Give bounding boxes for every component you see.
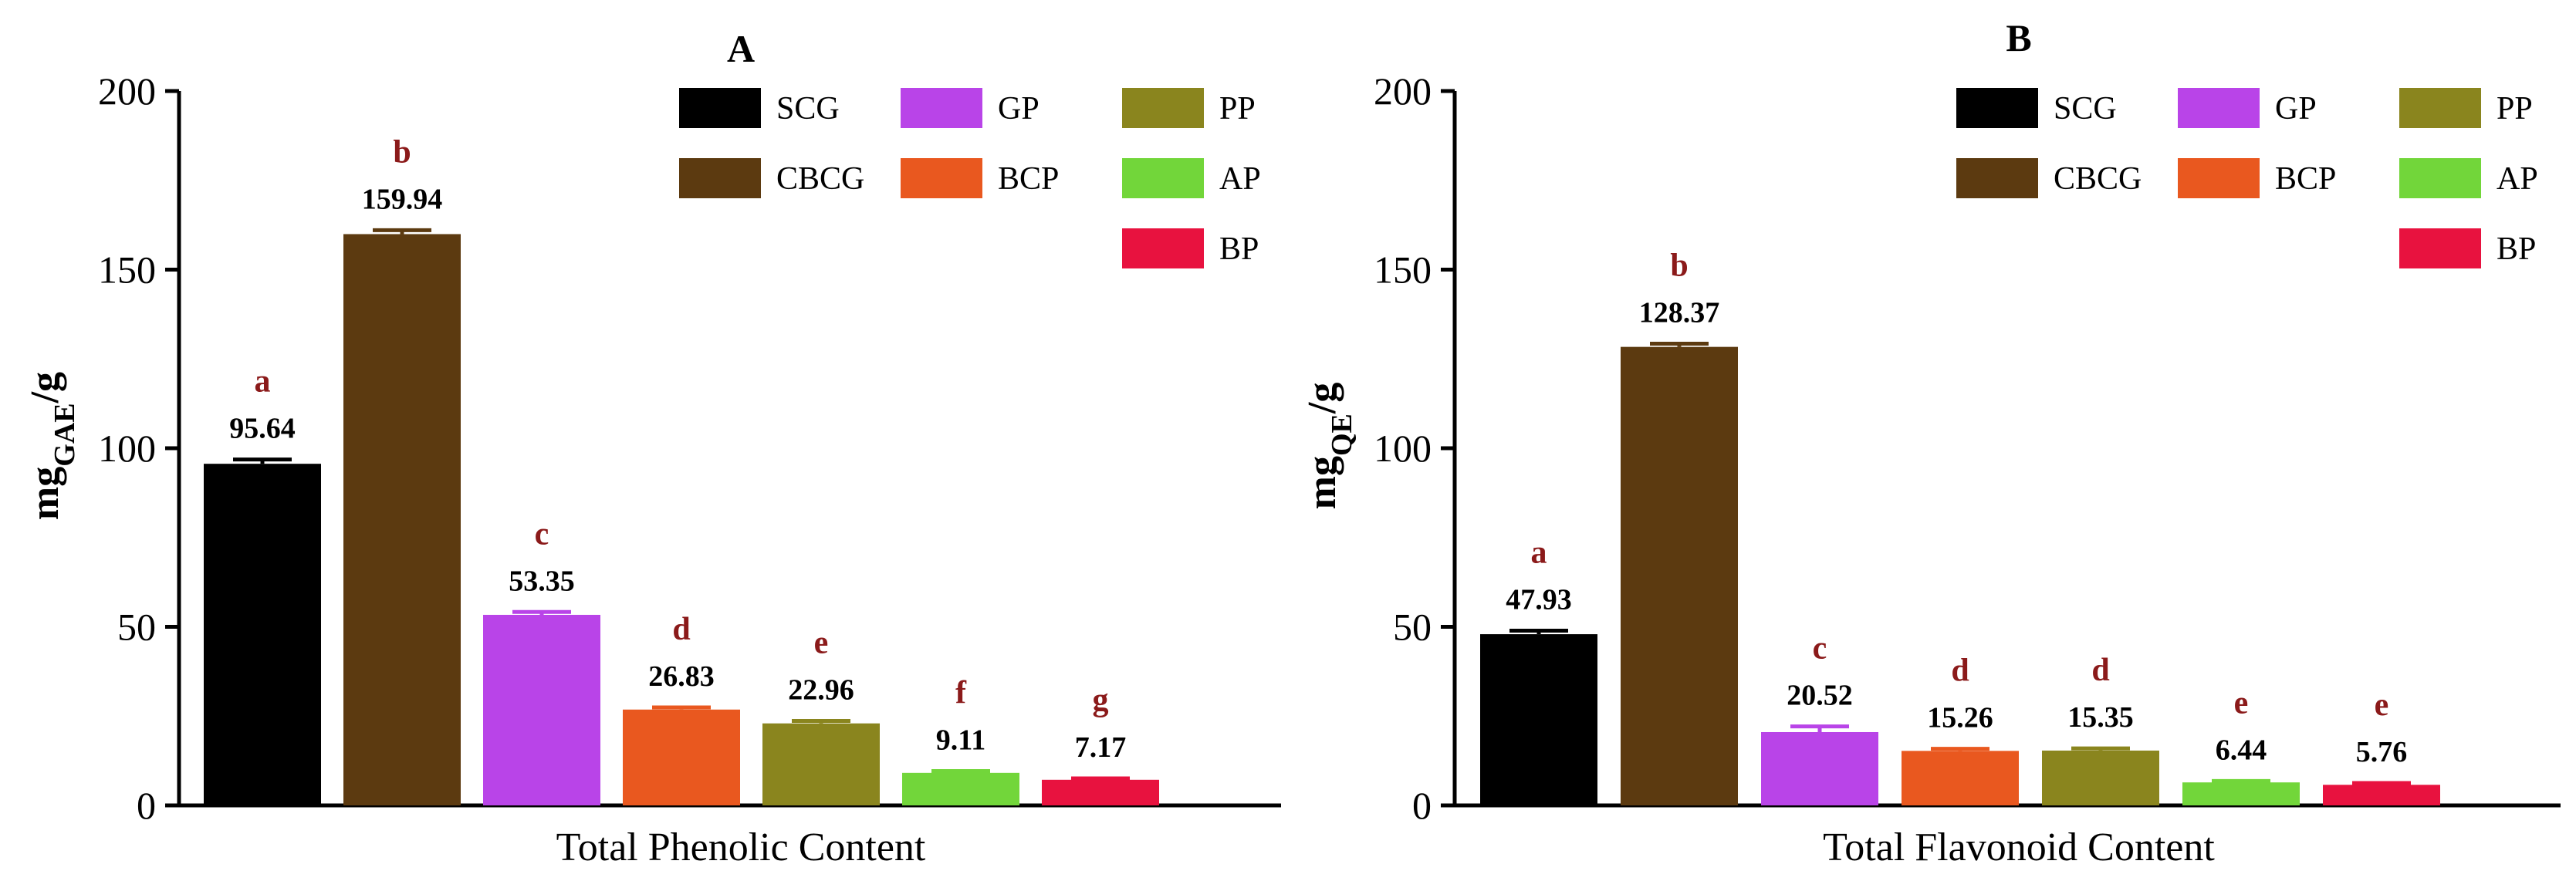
panel-a-bar-ap [902, 772, 1019, 805]
panel-b-legend-label-bcp: BCP [2275, 161, 2336, 197]
panel-a-legend-label-cbcg: CBCG [776, 161, 864, 197]
panel-b-legend-swatch-bcp [2178, 158, 2260, 198]
panel-b-value-label-gp: 20.52 [1787, 680, 1853, 712]
panel-b-plot: 0 50 100 150 200 47.93 a 128.37 b 20.52 c 15.26 d 15.… [1374, 69, 2561, 827]
panel-a-legend-label-pp: PP [1219, 91, 1256, 127]
panel-b-significance-letter-cbcg: b [1670, 248, 1688, 283]
panel-a-legend-label-ap: AP [1219, 161, 1261, 197]
panel-a-significance-letter-ap: f [955, 676, 967, 711]
panel-a-x-axis-label: Total Phenolic Content [556, 825, 926, 869]
panel-b-legend-label-bp: BP [2497, 231, 2536, 267]
panel-a-bar-cbcg [343, 234, 461, 806]
panel-a-value-label-bp: 7.17 [1075, 731, 1127, 764]
panel-b-legend-label-ap: AP [2497, 161, 2538, 197]
panel-b-value-label-cbcg: 128.37 [1639, 296, 1720, 329]
panel-a-bar-bp [1042, 779, 1159, 805]
panel-b: B mgQE/g Total Flavonoid Content 0 50 100 1… [1300, 16, 2561, 869]
panel-a-legend-swatch-pp [1122, 88, 1204, 128]
panel-b-legend-label-cbcg: CBCG [2054, 161, 2142, 197]
panel-a: A mgGAE/g Total Phenolic Content 0 50 100 1… [23, 27, 1281, 869]
panel-b-y-tick-label: 100 [1374, 427, 1432, 470]
panel-b-significance-letter-pp: d [2091, 653, 2109, 688]
panel-b-significance-letter-scg: a [1531, 535, 1547, 570]
panel-b-bar-gp [1761, 731, 1878, 805]
panel-a-significance-letter-pp: e [814, 625, 829, 660]
panel-a-legend-swatch-bp [1122, 228, 1204, 268]
panel-b-bar-bp [2323, 785, 2440, 805]
panel-a-value-label-pp: 22.96 [788, 673, 854, 706]
panel-b-value-label-scg: 47.93 [1506, 583, 1572, 616]
panel-b-legend-swatch-cbcg [1956, 158, 2038, 198]
panel-b-legend-swatch-scg [1956, 88, 2038, 128]
panel-a-legend-label-bp: BP [1219, 231, 1259, 267]
panel-b-legend-swatch-bp [2399, 228, 2481, 268]
panel-b-title: B [2006, 16, 2031, 59]
panel-b-significance-letter-ap: e [2234, 685, 2249, 721]
panel-b-significance-letter-gp: c [1813, 631, 1827, 667]
panel-b-value-label-ap: 6.44 [2216, 734, 2267, 766]
panel-b-value-label-bp: 5.76 [2356, 736, 2408, 768]
panel-a-y-axis-label-sub: GAE [49, 403, 81, 466]
panel-b-bar-bcp [1902, 751, 2019, 805]
panel-b-legend-label-pp: PP [2497, 91, 2533, 127]
panel-a-value-label-cbcg: 159.94 [362, 183, 443, 215]
panel-a-legend-label-scg: SCG [776, 91, 840, 127]
panel-a-y-tick-label: 0 [137, 784, 156, 827]
panel-b-bar-pp [2042, 750, 2159, 805]
panel-a-significance-letter-bp: g [1093, 683, 1109, 718]
panel-b-bar-scg [1480, 634, 1597, 805]
panel-a-y-axis-label: mgGAE/g [23, 372, 81, 520]
panel-a-y-tick-label: 150 [98, 248, 156, 292]
panel-b-y-axis-label: mgQE/g [1300, 383, 1358, 510]
panel-b-legend-label-scg: SCG [2054, 91, 2117, 127]
panel-a-bar-bcp [623, 709, 740, 805]
panel-b-y-axis-label-tail: /g [1300, 383, 1344, 414]
panel-b-y-tick-label: 150 [1374, 248, 1432, 292]
panel-b-value-label-bcp: 15.26 [1927, 702, 1993, 734]
panel-a-bar-pp [762, 723, 880, 805]
panel-a-title: A [727, 27, 755, 70]
panel-a-legend-swatch-bcp [901, 158, 982, 198]
panel-b-legend-swatch-pp [2399, 88, 2481, 128]
panel-b-bar-cbcg [1621, 346, 1738, 805]
panel-a-plot: 0 50 100 150 200 95.64 a 159.94 b 53.35 c 26.83 d 22.… [98, 69, 1281, 827]
panel-b-significance-letter-bcp: d [1951, 653, 1969, 689]
panel-b-legend-swatch-gp [2178, 88, 2260, 128]
panel-b-y-tick-label: 200 [1374, 69, 1432, 113]
panel-b-bar-ap [2182, 782, 2300, 805]
panel-a-significance-letter-scg: a [255, 364, 271, 400]
panel-b-legend-swatch-ap [2399, 158, 2481, 198]
panel-b-y-tick-label: 0 [1412, 784, 1432, 827]
panel-a-legend-swatch-scg [679, 88, 761, 128]
panel-a-y-tick-label: 100 [98, 427, 156, 470]
panel-a-legend-swatch-cbcg [679, 158, 761, 198]
panel-a-legend-label-gp: GP [998, 91, 1040, 127]
panel-a-value-label-bcp: 26.83 [648, 660, 715, 693]
panel-b-legend: SCG CBCG GP BCP PP AP BP [1956, 88, 2538, 268]
panel-b-x-axis-label: Total Flavonoid Content [1823, 825, 2215, 869]
panel-a-y-axis-label-main: mg [23, 467, 67, 520]
panel-a-legend-swatch-gp [901, 88, 982, 128]
panel-a-value-label-scg: 95.64 [229, 413, 296, 445]
panel-a-value-label-ap: 9.11 [936, 724, 985, 757]
panel-a-bar-scg [204, 464, 321, 805]
panel-a-y-axis-label-tail: /g [23, 372, 67, 403]
panel-a-legend-label-bcp: BCP [998, 161, 1059, 197]
panel-a-y-tick-label: 200 [98, 69, 156, 113]
panel-b-y-axis-label-main: mg [1300, 456, 1344, 509]
panel-b-y-axis-label-sub: QE [1326, 413, 1358, 456]
panel-a-significance-letter-bcp: d [672, 612, 690, 647]
panel-a-value-label-gp: 53.35 [509, 565, 575, 597]
panel-b-value-label-pp: 15.35 [2067, 701, 2134, 734]
panel-b-legend-label-gp: GP [2275, 91, 2317, 127]
panel-a-legend: SCG CBCG GP BCP PP AP BP [679, 88, 1261, 268]
panel-a-significance-letter-gp: c [535, 516, 549, 552]
panel-b-significance-letter-bp: e [2375, 687, 2389, 723]
panel-a-y-tick-label: 50 [117, 606, 156, 649]
panel-b-y-tick-label: 50 [1393, 606, 1432, 649]
panel-a-bar-gp [483, 614, 600, 805]
panel-a-legend-swatch-ap [1122, 158, 1204, 198]
panel-a-significance-letter-cbcg: b [393, 134, 411, 170]
